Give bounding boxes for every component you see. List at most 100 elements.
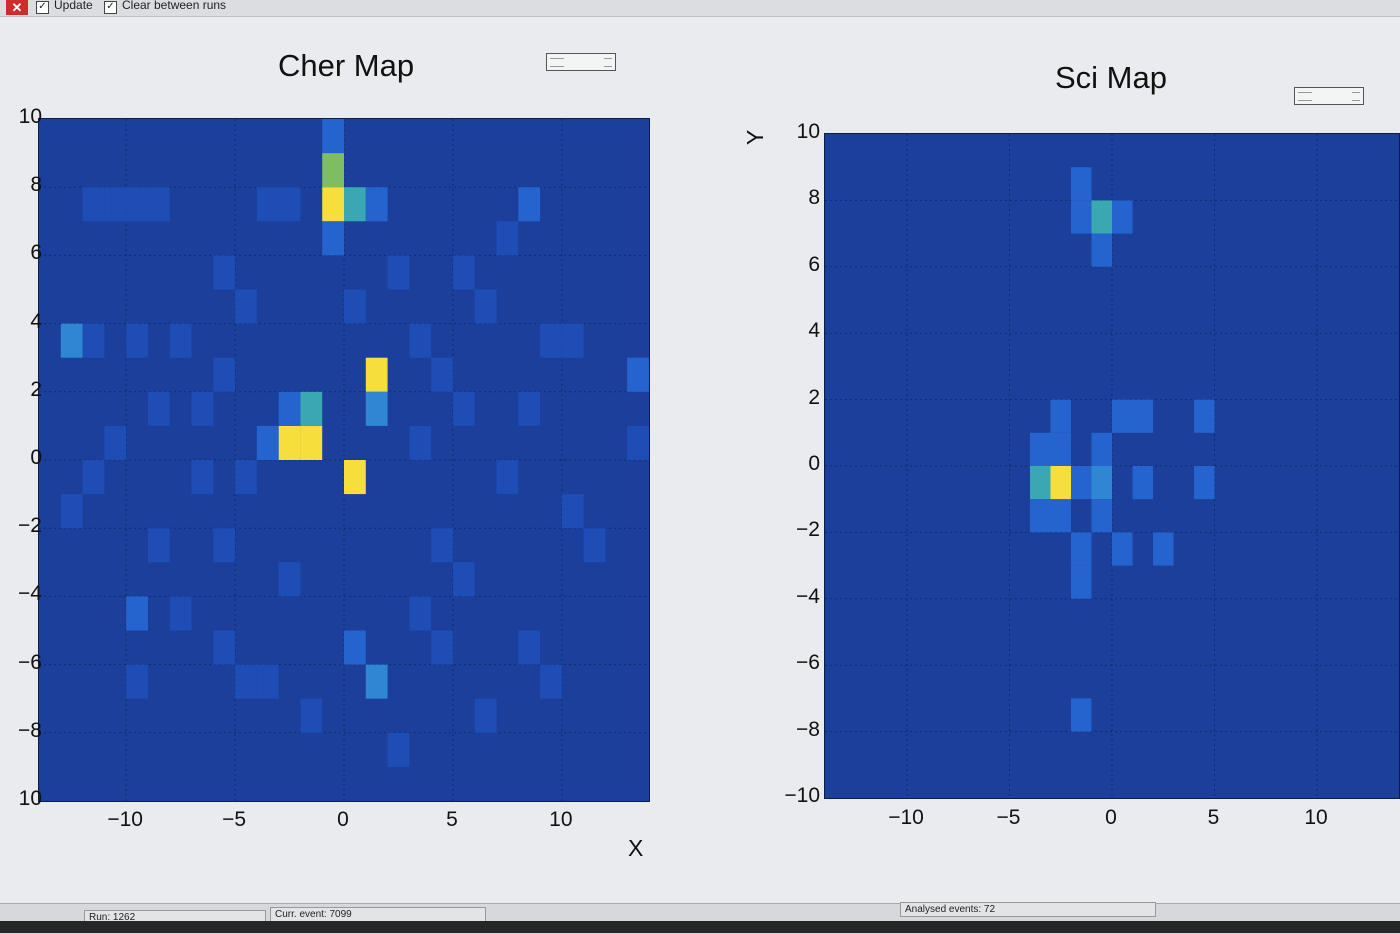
heatmap-bin	[300, 391, 323, 426]
heatmap-bin	[1112, 200, 1133, 234]
heatmap-bin	[518, 187, 541, 222]
y-tick-label: 0	[30, 446, 42, 469]
y-tick-label: −6	[18, 650, 42, 674]
x-tick-label: −5	[222, 808, 247, 831]
y-tick-label: 2	[808, 385, 820, 409]
heatmap-bin	[1091, 432, 1112, 466]
heatmap-bin	[540, 323, 562, 358]
heatmap-bin	[1091, 233, 1112, 267]
heatmap-bin	[1071, 532, 1092, 566]
sci-map-plot[interactable]	[824, 133, 1400, 799]
toolbar: ✕ ✓ Update ✓ Clear between runs	[0, 0, 1400, 17]
heatmap-bin	[365, 187, 388, 222]
cher-map-plot[interactable]	[38, 118, 650, 802]
heatmap-svg	[39, 119, 649, 801]
heatmap-bin	[82, 187, 105, 222]
heatmap-bin	[82, 323, 105, 358]
heatmap-bin	[1050, 432, 1071, 466]
y-tick-label: 10	[796, 120, 820, 143]
heatmap-bin	[431, 630, 453, 665]
heatmap-bin	[365, 391, 388, 426]
clear-between-runs-label: Clear between runs	[122, 0, 227, 12]
heatmap-bin	[213, 357, 236, 392]
heatmap-bin	[474, 289, 497, 324]
heatmap-bin	[1030, 466, 1051, 500]
heatmap-bin	[191, 391, 214, 426]
heatmap-bin	[518, 630, 541, 665]
heatmap-bin	[1071, 167, 1092, 201]
heatmap-bin	[1050, 399, 1071, 433]
heatmap-bin	[452, 391, 475, 426]
heatmap-bin	[387, 732, 410, 767]
heatmap-svg	[825, 134, 1399, 798]
y-tick-label: −6	[796, 651, 820, 675]
cher-map-stats-box[interactable]	[546, 53, 616, 71]
heatmap-bin	[365, 357, 388, 392]
heatmap-bin	[278, 187, 301, 222]
heatmap-bin	[452, 255, 475, 290]
heatmap-bin	[191, 460, 214, 495]
y-tick-label: −4	[796, 584, 820, 608]
heatmap-bin	[409, 425, 432, 460]
y-tick-label: 10	[18, 787, 42, 810]
heatmap-bin	[235, 460, 257, 495]
heatmap-bin	[147, 528, 170, 563]
heatmap-bin	[1091, 466, 1112, 500]
heatmap-bin	[1194, 399, 1215, 433]
heatmap-bin	[409, 596, 432, 631]
heatmap-bin	[256, 664, 279, 699]
heatmap-bin	[561, 494, 584, 529]
current-event-status: Curr. event: 7099	[270, 907, 486, 922]
heatmap-bin	[278, 425, 301, 460]
heatmap-bin	[300, 698, 323, 733]
x-tick-label: 5	[446, 808, 458, 831]
heatmap-bin	[540, 664, 562, 699]
heatmap-bin	[431, 357, 453, 392]
heatmap-bin	[1112, 532, 1133, 566]
cher-map-title: Cher Map	[278, 48, 415, 83]
heatmap-bin	[1071, 698, 1092, 732]
heatmap-bin	[104, 187, 127, 222]
heatmap-bin	[126, 664, 148, 699]
heatmap-bin	[344, 630, 366, 665]
x-tick-label: −10	[888, 806, 924, 829]
y-tick-label: −8	[18, 718, 42, 742]
y-tick-label: −2	[796, 518, 820, 542]
analysed-events-status: Analysed events: 72	[900, 902, 1156, 917]
sci-map-y-axis-label: Y	[742, 129, 769, 146]
heatmap-bin	[627, 357, 649, 392]
y-tick-label: 10	[18, 105, 42, 128]
y-tick-label: −2	[18, 514, 42, 538]
heatmap-bin	[1091, 200, 1112, 234]
heatmap-bin	[322, 187, 344, 222]
update-checkbox[interactable]: ✓	[36, 1, 49, 14]
heatmap-bin	[496, 221, 519, 256]
heatmap-bin	[344, 460, 366, 495]
y-tick-label: −8	[796, 717, 820, 741]
heatmap-bin	[147, 391, 170, 426]
y-tick-label: 6	[30, 241, 42, 265]
heatmap-bin	[1071, 466, 1092, 500]
heatmap-bin	[126, 596, 148, 631]
close-icon[interactable]: ✕	[6, 0, 28, 15]
heatmap-bin	[518, 391, 541, 426]
update-checkbox-label: Update	[54, 0, 93, 12]
heatmap-bin	[409, 323, 432, 358]
heatmap-bin	[169, 596, 192, 631]
heatmap-bin	[147, 187, 170, 222]
heatmap-bin	[1153, 532, 1174, 566]
heatmap-bin	[169, 323, 192, 358]
y-tick-label: −10	[784, 784, 820, 807]
clear-between-runs-checkbox[interactable]: ✓	[104, 1, 117, 14]
heatmap-bin	[278, 391, 301, 426]
y-tick-label: −4	[18, 582, 42, 606]
heatmap-bin	[1030, 432, 1051, 466]
heatmap-bin	[431, 528, 453, 563]
heatmap-bin	[1091, 499, 1112, 533]
heatmap-bin	[60, 494, 83, 529]
heatmap-bin	[104, 425, 127, 460]
heatmap-bin	[1030, 499, 1051, 533]
sci-map-stats-box[interactable]	[1294, 87, 1364, 105]
y-tick-label: 6	[808, 252, 820, 276]
heatmap-bin	[300, 425, 323, 460]
